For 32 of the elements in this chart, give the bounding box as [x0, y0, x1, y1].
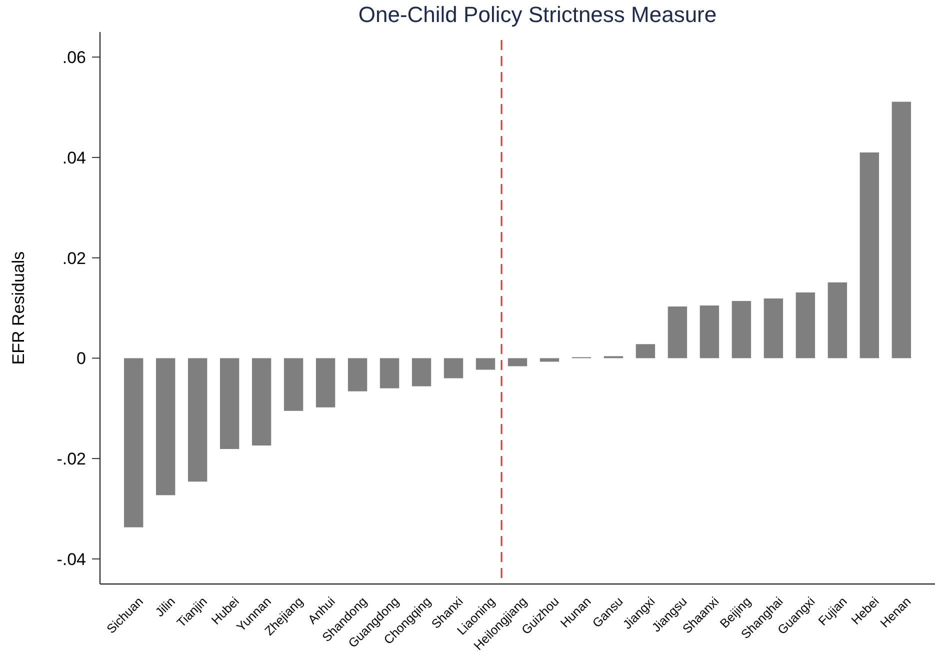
bar	[220, 358, 240, 450]
bar	[668, 306, 688, 358]
bar	[860, 152, 880, 358]
bar	[828, 282, 848, 358]
bar	[700, 305, 720, 358]
bar	[892, 102, 912, 358]
bar	[796, 292, 816, 358]
y-tick-label: .06	[62, 48, 86, 68]
bar	[156, 358, 176, 496]
bar	[636, 344, 656, 358]
bar	[508, 358, 528, 366]
bar	[540, 358, 560, 362]
chart-title: One-Child Policy Strictness Measure	[358, 2, 717, 27]
y-tick-label: -.02	[56, 449, 86, 468]
bar	[380, 358, 400, 388]
y-tick-label: -.04	[56, 550, 86, 569]
bar	[732, 300, 752, 358]
bar	[764, 298, 784, 358]
bar	[284, 358, 304, 411]
bar	[252, 358, 272, 446]
y-tick-label: .04	[62, 148, 86, 168]
y-tick-label: .02	[62, 248, 86, 268]
bar	[316, 358, 336, 408]
bar	[444, 358, 464, 378]
bar	[124, 358, 144, 528]
x-tick-label: Jilin	[152, 594, 178, 620]
bar	[476, 358, 496, 370]
bar	[348, 358, 368, 392]
y-tick-label: 0	[76, 349, 86, 368]
y-axis-title: EFR Residuals	[9, 251, 28, 365]
bar	[188, 358, 208, 482]
bar	[412, 358, 432, 386]
